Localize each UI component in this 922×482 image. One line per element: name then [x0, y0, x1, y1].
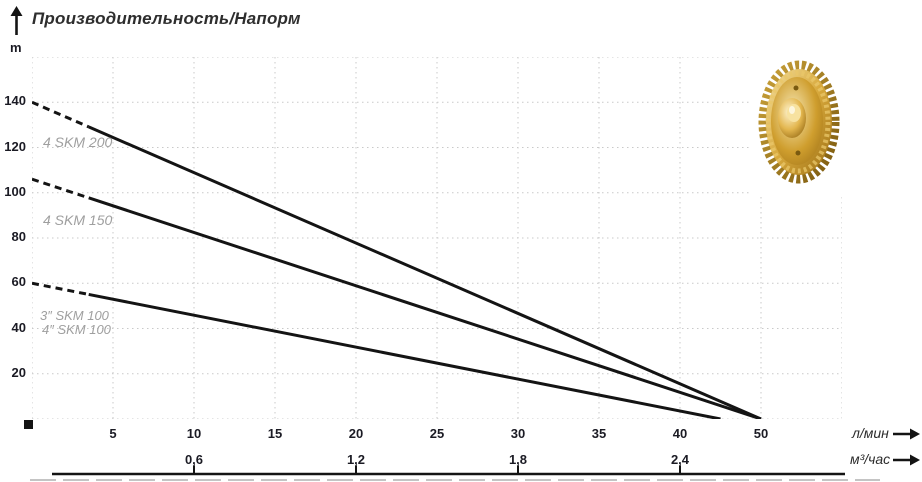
y-tick-label: 120: [4, 138, 26, 154]
curve-dashed-0: [32, 100, 90, 129]
x-tick-label-l-min: 10: [186, 426, 202, 441]
x-tick-label-l-min: 20: [348, 426, 364, 441]
chart-title: Производительность/Напорм: [32, 9, 301, 28]
x-axis-unit-m3-h: м³/час: [850, 451, 891, 467]
x-tick-label-l-min: 25: [429, 426, 445, 441]
y-tick-label: 60: [11, 274, 26, 290]
curve-solid-2: [88, 292, 721, 419]
x-tick-label-l-min: 35: [591, 426, 607, 441]
plot-area: [32, 57, 842, 419]
x-tick-label-l-min: 40: [672, 426, 688, 441]
curve-label-4in-skm-100: 4″ SKM 100: [42, 322, 111, 337]
arrow-right-icon: [893, 428, 920, 440]
x-tick-label-m3-h: 2,4: [670, 452, 690, 467]
y-axis-arrow-up-icon: [10, 6, 23, 35]
y-tick-label: 100: [4, 183, 26, 199]
x-axis-unit-l-min: л/мин: [852, 425, 889, 441]
curve-label-3in-skm-100: 3″ SKM 100: [40, 308, 109, 323]
y-axis-unit-label: m: [10, 40, 22, 55]
x-tick-label-l-min: 30: [510, 426, 526, 441]
y-tick-label: 20: [11, 364, 26, 380]
arrow-right-icon: [893, 454, 920, 466]
curve-label-4-skm-150: 4 SKM 150: [43, 212, 113, 228]
curve-solid-1: [88, 196, 762, 419]
x-tick-label-m3-h: 1,8: [508, 452, 528, 467]
curve-dashed-1: [32, 177, 90, 200]
curve-solid-0: [88, 125, 762, 419]
x-tick-label-l-min: 50: [753, 426, 769, 441]
x-tick-label-m3-h: 1,2: [346, 452, 366, 467]
x-tick-label-m3-h: 0,6: [184, 452, 204, 467]
curve-dashed-2: [32, 281, 89, 296]
secondary-axis-bar: [30, 465, 880, 481]
y-tick-label: 140: [4, 93, 26, 109]
origin-marker-square: [24, 420, 33, 429]
x-tick-label-l-min: 5: [109, 426, 117, 441]
y-tick-label: 40: [11, 319, 26, 335]
curve-label-4-skm-200: 4 SKM 200: [43, 134, 113, 150]
y-tick-label: 80: [11, 229, 26, 244]
x-tick-label-l-min: 15: [267, 426, 283, 441]
pump-impeller-image: [752, 52, 844, 194]
